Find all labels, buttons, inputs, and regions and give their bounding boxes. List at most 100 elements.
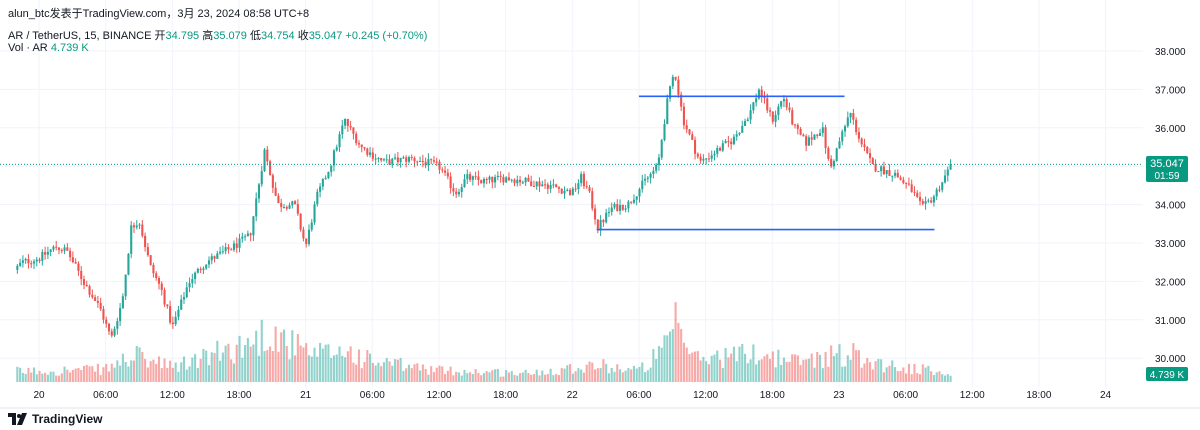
candle-body [594, 208, 597, 220]
candle-body [230, 249, 233, 251]
candle-body [113, 328, 116, 336]
volume-bar [416, 363, 419, 382]
candle-body [69, 250, 72, 258]
candle-body [549, 185, 552, 189]
symbol-name[interactable]: AR / TetherUS, 15, BINANCE [8, 30, 152, 42]
candle-body [402, 157, 405, 159]
volume-bar [21, 372, 24, 382]
volume-bar [585, 364, 588, 382]
volume-bar [463, 369, 466, 382]
volume-bar [369, 353, 372, 382]
volume-bar [730, 353, 733, 382]
candle-body [902, 179, 905, 184]
candle-body [485, 179, 488, 181]
candle-body [349, 125, 352, 128]
candle-body [949, 164, 952, 170]
volume-bar [621, 372, 624, 382]
candle-body [396, 157, 399, 163]
candle-body [855, 119, 858, 133]
volume-bar [127, 366, 130, 382]
volume-bar [94, 371, 97, 382]
candle-body [530, 181, 533, 187]
volume-bar [755, 364, 758, 382]
price-axis[interactable]: 38.00037.00036.00035.00034.00033.00032.0… [1155, 47, 1186, 365]
volume-bar [441, 366, 444, 382]
candle-body [555, 184, 558, 188]
candle-body [469, 174, 472, 180]
candle-body [146, 247, 149, 256]
volume-label[interactable]: Vol · AR [8, 42, 48, 54]
volume-bar [946, 374, 949, 382]
volume-bar [835, 353, 838, 382]
candle-body [227, 247, 230, 250]
tradingview-logo[interactable]: TradingView [8, 412, 102, 426]
x-tick-label: 06:00 [893, 390, 918, 401]
volume-bar [552, 375, 555, 382]
candle-body [532, 186, 536, 188]
volume-bar [674, 302, 677, 382]
volume-bar [457, 372, 461, 382]
volume-bar [191, 357, 194, 382]
candle-body [263, 149, 266, 172]
volume-bar [63, 366, 66, 382]
volume-bar [507, 372, 511, 382]
candle-body [688, 129, 691, 135]
candle-body [110, 331, 113, 336]
candle-body [246, 233, 249, 237]
y-tick-label: 33.000 [1155, 239, 1186, 250]
volume-bar [424, 368, 427, 382]
volume-bar [582, 372, 585, 382]
candle-body [494, 177, 497, 183]
candle-body [535, 181, 538, 187]
candle-body [905, 183, 908, 185]
candle-body [544, 184, 547, 186]
candle-body [152, 264, 155, 274]
candle-body [818, 132, 822, 136]
volume-bar [32, 367, 36, 382]
volume-bar [255, 330, 258, 382]
candle-body [199, 268, 202, 271]
candle-body [891, 175, 894, 177]
volume-bar [546, 374, 549, 382]
candle-body [52, 246, 55, 250]
volume-bar [852, 343, 855, 382]
last-price-text: 35.047 [1150, 158, 1184, 170]
candle-body [388, 159, 391, 165]
trendlines[interactable] [596, 95, 935, 231]
volume-bar [299, 345, 302, 382]
volume-bar [591, 362, 594, 382]
volume-bar [180, 362, 183, 382]
x-tick-label: 12:00 [426, 390, 451, 401]
candle-body [566, 189, 569, 191]
candle-body [30, 263, 33, 265]
volume-bar [752, 344, 755, 382]
volume-bar [713, 354, 716, 382]
volume-bar [766, 354, 769, 382]
volume-bar [513, 374, 516, 382]
low-value: 34.754 [260, 30, 295, 42]
candle-body [718, 148, 722, 151]
volume-bar [688, 354, 691, 382]
volume-bar [863, 363, 866, 382]
tradingview-icon [8, 413, 27, 425]
time-axis[interactable]: 20 06:00 12:00 18:00 21 06:00 12:00 18:00 22 06:0… [33, 390, 1111, 401]
volume-bar [616, 364, 619, 382]
volume-bar [735, 361, 738, 382]
volume-bar [838, 344, 841, 382]
candle-body [585, 186, 588, 188]
candle-body [366, 148, 369, 155]
candle-body [299, 213, 302, 230]
candle-body [746, 119, 749, 122]
volume-bar [427, 374, 430, 382]
candle-body [507, 177, 511, 181]
volume-bar [743, 353, 747, 382]
volume-bar [927, 365, 930, 382]
volume-bar [732, 346, 735, 382]
volume-bar [827, 366, 830, 382]
candle-body [88, 286, 91, 295]
candle-body [527, 177, 530, 182]
volume-bar [405, 368, 408, 382]
volume-bar [246, 338, 249, 382]
volume-bar [324, 344, 327, 382]
